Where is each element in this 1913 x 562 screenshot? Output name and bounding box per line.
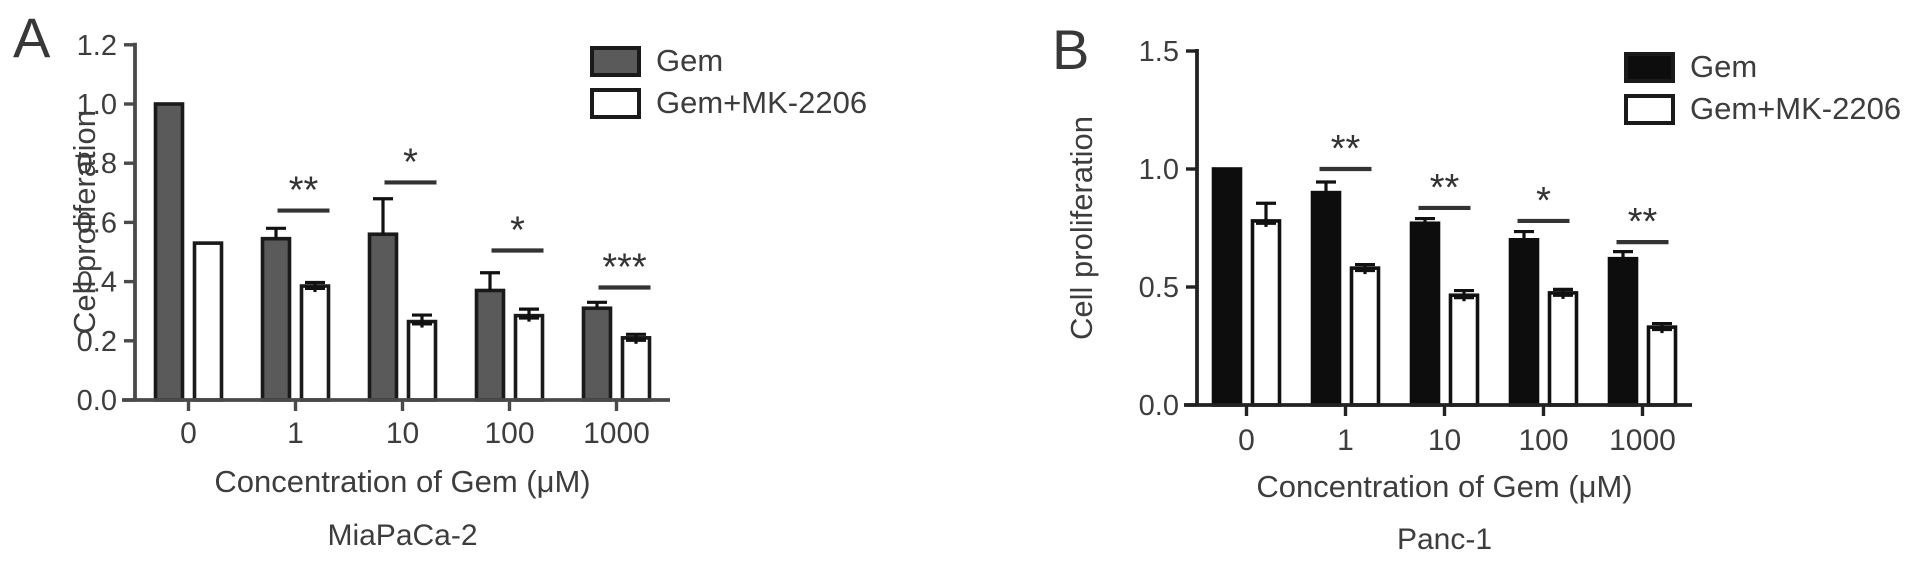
- bar-gem-mk2206-1: [1349, 266, 1381, 407]
- x-tick-label: 10: [1428, 424, 1461, 457]
- bar-gem-1: [1310, 190, 1342, 407]
- y-tick-label: 0.2: [77, 326, 117, 358]
- x-axis-label: Concentration of Gem (μM): [214, 464, 590, 499]
- x-tick-label: 0: [180, 417, 197, 450]
- x-tick-label: 10: [386, 417, 419, 450]
- bar-gem-0: [153, 102, 185, 402]
- x-tick-label: 1000: [1609, 424, 1676, 457]
- x-tick-label: 0: [1238, 424, 1255, 457]
- bar-gem-100: [1508, 238, 1540, 407]
- significance-stars: **: [1628, 201, 1658, 243]
- bar-gem-mk2206-0: [192, 241, 224, 402]
- chart-panel-b: 0.0 0.5 1.0 1.5 0 1 10 100 1000 Cell proliferatio…: [1064, 36, 1901, 556]
- y-tick-label: 0.0: [77, 385, 117, 417]
- bar-gem-mk2206-1: [299, 284, 331, 402]
- x-axis-label: Concentration of Gem (μM): [1256, 469, 1632, 504]
- significance-stars: *: [1536, 180, 1551, 222]
- bar-gem-1: [260, 236, 292, 402]
- y-axis-label: Cell proliferation: [1064, 116, 1099, 340]
- y-tick-label: 1.5: [1139, 36, 1179, 68]
- y-tick-label: 1.0: [1139, 154, 1179, 186]
- significance-stars: *: [510, 210, 525, 252]
- legend-swatch-gem-mk2206: [590, 88, 641, 119]
- significance-stars: *: [403, 141, 418, 183]
- legend-label: Gem: [656, 43, 723, 78]
- y-tick-label: 0.4: [77, 267, 117, 299]
- bar-gem-10: [367, 232, 399, 402]
- legend-swatch-gem-mk2206: [1624, 94, 1675, 125]
- chart-panel-a: 0.0 0.2 0.4 0.6 0.8 1.0 1.2 0 1 10 100 1000 Cell pro…: [67, 30, 867, 552]
- legend-swatch-gem: [590, 46, 641, 77]
- bar-gem-0: [1211, 167, 1243, 407]
- panel-title: Panc-1: [1397, 523, 1492, 556]
- bar-gem-mk2206-100: [1547, 291, 1579, 407]
- significance-stars: **: [289, 170, 319, 212]
- legend-label: Gem+MK-2206: [656, 85, 867, 120]
- x-tick-label: 1: [1337, 424, 1354, 457]
- panel-label-b: B: [1052, 18, 1090, 81]
- y-tick-label: 1.2: [77, 30, 117, 62]
- y-tick-label: 0.0: [1139, 390, 1179, 422]
- y-tick-label: 1.0: [77, 89, 117, 121]
- panel-title: MiaPaCa-2: [327, 519, 477, 552]
- y-tick-label: 0.8: [77, 148, 117, 180]
- bar-gem-10: [1409, 221, 1441, 407]
- x-tick-label: 100: [1518, 424, 1568, 457]
- bar-gem-1000: [581, 306, 613, 402]
- y-axis-label: Cell proliferation: [67, 110, 102, 334]
- x-tick-label: 1: [287, 417, 304, 450]
- significance-stars: ***: [602, 247, 647, 289]
- bar-gem-mk2206-1000: [620, 336, 652, 402]
- bar-gem-mk2206-10: [406, 319, 438, 402]
- bar-gem-100: [474, 288, 506, 402]
- bar-gem-mk2206-0: [1250, 219, 1282, 407]
- bar-gem-1000: [1607, 256, 1639, 407]
- y-tick-label: 0.5: [1139, 272, 1179, 304]
- significance-stars: **: [1331, 128, 1361, 170]
- legend-label: Gem: [1690, 49, 1757, 84]
- bar-gem-mk2206-10: [1448, 293, 1480, 407]
- legend-swatch-gem: [1624, 52, 1675, 83]
- bar-gem-mk2206-100: [513, 313, 545, 402]
- x-tick-label: 1000: [583, 417, 650, 450]
- y-tick-label: 0.6: [77, 207, 117, 239]
- panel-label-a: A: [13, 6, 51, 69]
- bar-gem-mk2206-1000: [1646, 325, 1678, 407]
- legend-label: Gem+MK-2206: [1690, 91, 1901, 126]
- x-tick-label: 100: [484, 417, 534, 450]
- significance-stars: **: [1430, 167, 1460, 209]
